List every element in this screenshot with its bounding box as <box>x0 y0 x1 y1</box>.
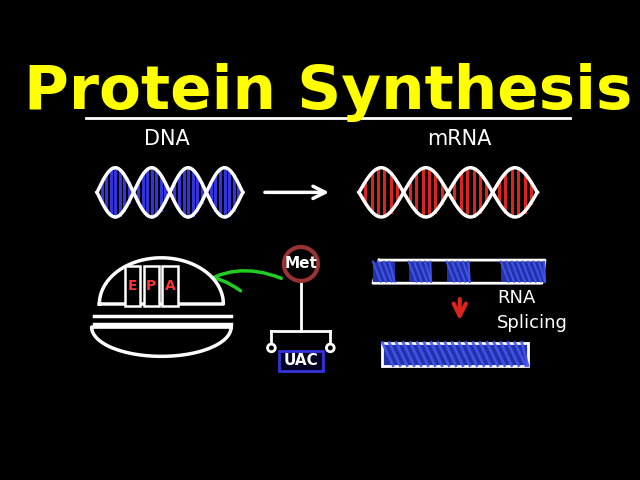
FancyBboxPatch shape <box>125 265 140 306</box>
Text: P: P <box>146 278 156 292</box>
FancyBboxPatch shape <box>373 262 395 282</box>
FancyBboxPatch shape <box>143 265 159 306</box>
FancyBboxPatch shape <box>279 351 323 371</box>
Polygon shape <box>99 258 223 304</box>
FancyBboxPatch shape <box>162 265 178 306</box>
Text: E: E <box>128 278 138 292</box>
Text: DNA: DNA <box>144 129 189 149</box>
Text: Met: Met <box>284 256 317 272</box>
FancyBboxPatch shape <box>501 262 545 282</box>
FancyBboxPatch shape <box>408 262 431 282</box>
Polygon shape <box>373 260 545 283</box>
Circle shape <box>268 344 275 352</box>
FancyBboxPatch shape <box>382 343 528 366</box>
Circle shape <box>326 344 334 352</box>
Text: mRNA: mRNA <box>428 129 492 149</box>
Text: Protein Synthesis: Protein Synthesis <box>24 63 632 122</box>
FancyBboxPatch shape <box>447 262 470 282</box>
Polygon shape <box>92 327 231 356</box>
Text: RNA
Splicing: RNA Splicing <box>497 288 568 332</box>
Text: A: A <box>164 278 175 292</box>
Circle shape <box>284 247 318 281</box>
Text: UAC: UAC <box>284 353 318 369</box>
